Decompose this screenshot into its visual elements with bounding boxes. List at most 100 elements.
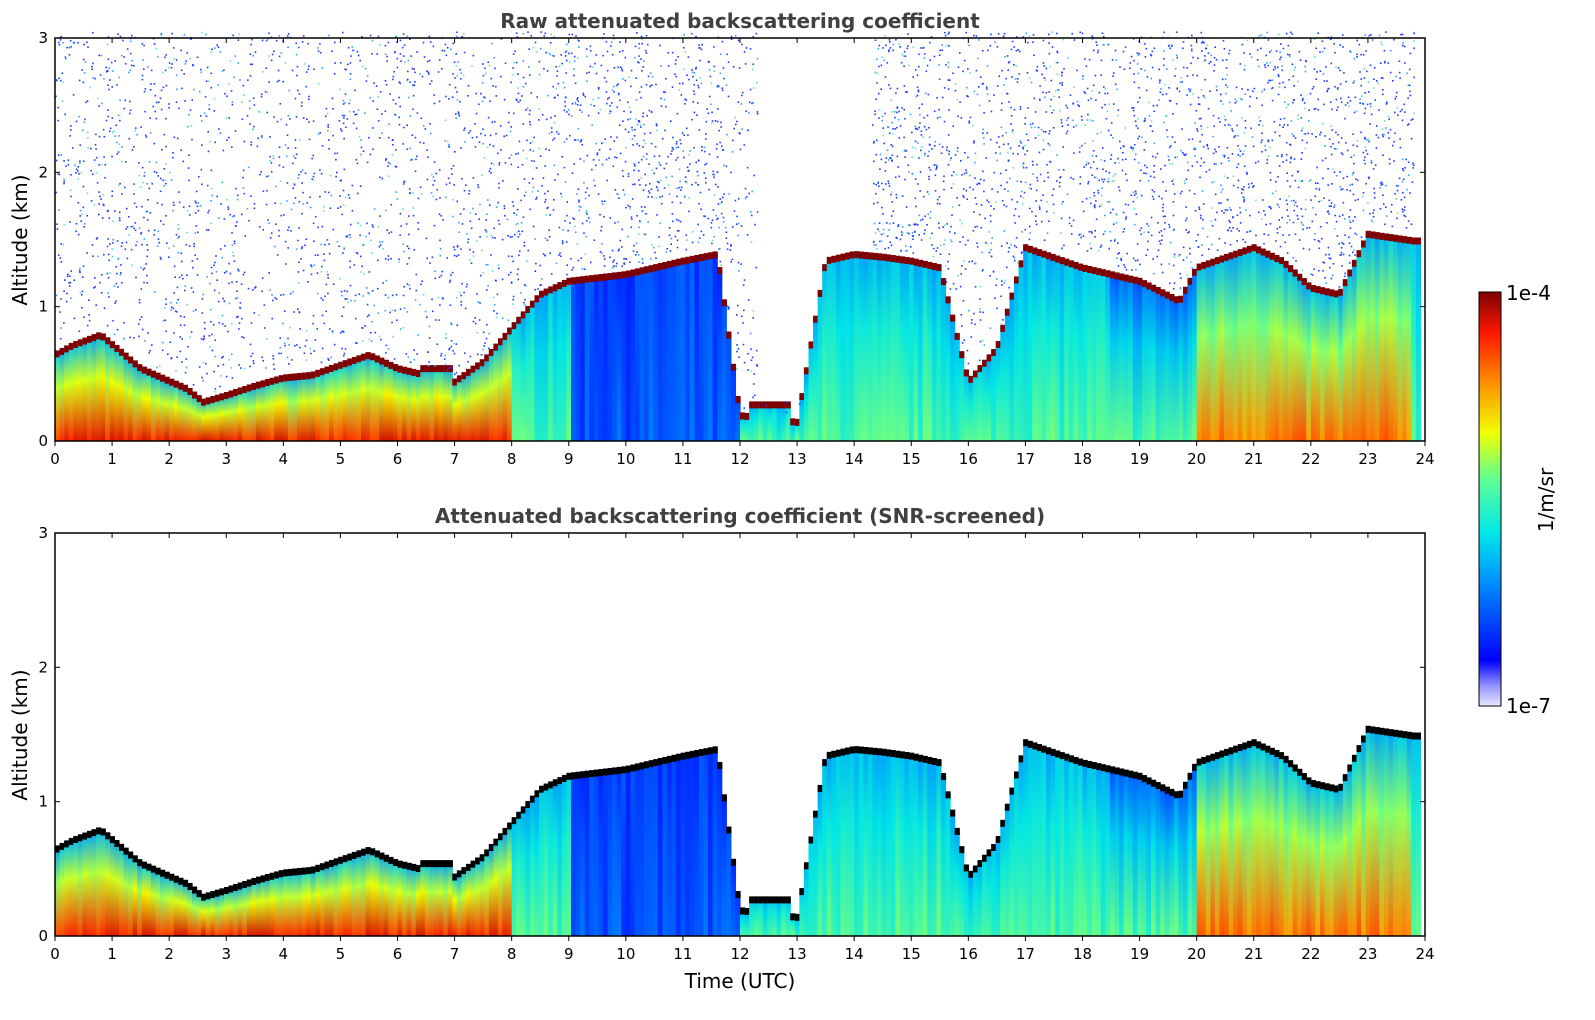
noise-speck [1340,251,1343,254]
noise-speck [518,230,520,232]
noise-speck [1291,63,1294,66]
noise-speck [172,245,175,247]
cloud-layer-cell [785,401,791,409]
noise-speck [1370,159,1373,162]
noise-speck [1014,78,1017,80]
noise-speck [174,310,177,313]
noise-speck [78,330,81,332]
noise-speck [1156,104,1158,107]
cloud-layer-cell [278,375,284,383]
cloud-layer-cell [370,353,376,361]
noise-speck [1319,70,1322,72]
heatmap-cell [561,281,568,441]
noise-speck [1336,235,1339,237]
noise-speck [529,109,531,112]
noise-speck [999,152,1001,155]
noise-speck [570,52,573,55]
noise-speck [82,160,85,162]
noise-speck [1176,56,1178,59]
noise-speck [406,311,409,313]
noise-speck [1107,201,1109,203]
noise-speck [889,87,892,90]
noise-speck [1322,177,1324,180]
noise-speck [278,146,281,148]
noise-speck [403,180,406,183]
heatmap-cell [826,258,832,441]
noise-speck [70,195,72,198]
noise-speck [184,63,187,65]
noise-speck [1100,244,1103,247]
cloud-layer-cell [1032,247,1038,255]
noise-speck [81,69,83,71]
noise-speck [1182,246,1185,249]
noise-speck [1261,132,1263,134]
noise-speck [892,43,895,46]
noise-speck [133,183,135,185]
noise-speck [619,50,621,53]
noise-speck [578,201,580,203]
noise-speck [1044,96,1046,99]
noise-speck [149,132,152,134]
noise-speck [500,149,502,151]
noise-speck [1037,134,1040,137]
noise-speck [94,143,97,146]
noise-speck [619,239,621,242]
heatmap-cell [781,403,787,441]
noise-speck [1298,50,1301,53]
noise-speck [1104,88,1107,90]
noise-speck [908,232,910,235]
noise-speck [228,262,230,265]
noise-speck [889,157,891,159]
noise-speck [1032,122,1034,125]
cloud-layer-cell [648,265,654,273]
noise-speck [1073,86,1075,88]
noise-speck [1003,230,1005,232]
noise-speck [613,91,615,93]
heatmap-cell [255,383,262,441]
noise-speck [1048,52,1051,55]
noise-speck [1269,179,1272,181]
noise-speck [1316,71,1318,73]
cloud-layer-cell [589,275,595,283]
noise-speck [202,380,204,382]
noise-speck [941,96,944,99]
noise-speck [1093,49,1095,52]
heatmap-cell [351,358,357,441]
noise-speck [228,302,231,305]
noise-speck [945,281,948,283]
noise-speck [710,103,712,106]
noise-speck [752,317,754,319]
heatmap-cell [740,414,746,441]
noise-speck [1239,211,1242,214]
noise-speck [231,215,234,218]
noise-speck [901,107,903,109]
noise-speck [213,323,215,326]
noise-speck [426,70,428,72]
noise-speck [1197,57,1199,59]
noise-speck [899,238,902,241]
noise-speck [472,320,475,323]
heatmap-cell [1073,263,1079,441]
noise-speck [737,198,740,200]
noise-speck [1382,194,1384,196]
cloud-layer-cell [160,374,166,382]
noise-speck [387,41,390,44]
noise-speck [606,98,609,100]
noise-speck [562,241,564,244]
noise-speck [327,274,329,276]
noise-speck [564,220,566,222]
noise-speck [321,145,324,147]
noise-speck [463,129,465,131]
noise-speck [287,115,290,117]
cloud-layer-cell [246,384,252,392]
noise-speck [323,259,326,262]
noise-speck [890,193,892,196]
noise-speck [1354,216,1356,218]
noise-speck [707,217,710,220]
noise-speck [233,260,236,262]
noise-speck [973,140,975,142]
noise-speck [181,87,183,90]
noise-speck [1138,135,1141,138]
noise-speck [1402,168,1404,170]
noise-speck [140,232,142,235]
